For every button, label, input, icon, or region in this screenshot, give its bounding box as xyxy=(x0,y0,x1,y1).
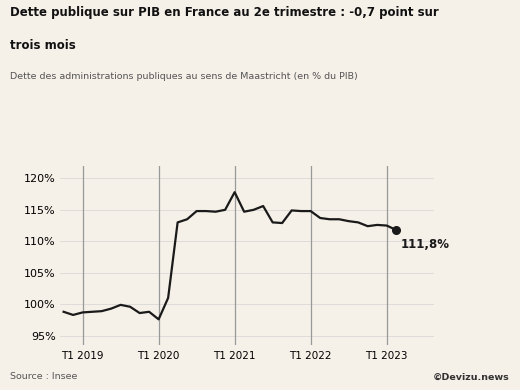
Text: trois mois: trois mois xyxy=(10,39,76,52)
Text: ©Devizu.news: ©Devizu.news xyxy=(433,372,510,381)
Text: Dette publique sur PIB en France au 2e trimestre : -0,7 point sur: Dette publique sur PIB en France au 2e t… xyxy=(10,6,439,19)
Text: Source : Insee: Source : Insee xyxy=(10,372,78,381)
Text: Dette des administrations publiques au sens de Maastricht (en % du PIB): Dette des administrations publiques au s… xyxy=(10,72,358,81)
Text: 111,8%: 111,8% xyxy=(401,238,450,250)
